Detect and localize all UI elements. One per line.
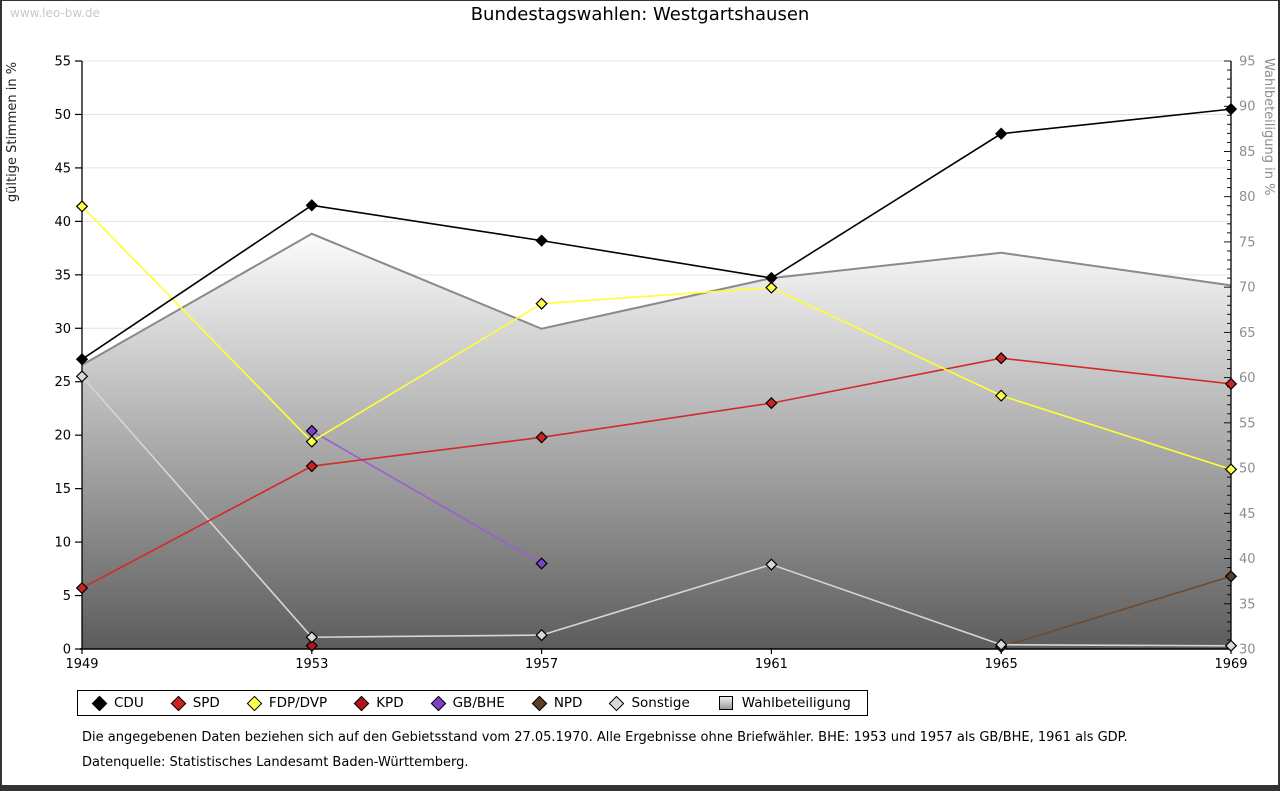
- legend-swatch-diamond: [170, 695, 186, 711]
- legend-label: SPD: [192, 695, 220, 711]
- legend-item-kpd: KPD: [353, 695, 404, 711]
- chart-legend: CDU SPD FDP/DVP KPD GB/BHE NPD Sonstige Wahlbet…: [77, 690, 868, 716]
- series-kpd: [305, 639, 318, 652]
- legend-item-fdp-dvp: FDP/DVP: [246, 695, 328, 711]
- svg-text:85: 85: [1239, 145, 1256, 160]
- svg-text:1957: 1957: [525, 657, 558, 672]
- svg-text:1949: 1949: [65, 657, 98, 672]
- svg-text:75: 75: [1239, 235, 1256, 250]
- series-cdu: [75, 102, 1238, 366]
- series-fdp-dvp: [75, 200, 1238, 476]
- footnote-gebietsstand: Die angegebenen Daten beziehen sich auf …: [82, 730, 1128, 745]
- svg-text:80: 80: [1239, 190, 1256, 205]
- legend-item-npd: NPD: [531, 695, 583, 711]
- svg-text:35: 35: [1239, 597, 1256, 612]
- svg-text:25: 25: [54, 375, 71, 390]
- svg-text:1965: 1965: [985, 657, 1018, 672]
- svg-text:20: 20: [54, 429, 71, 444]
- wahlbeteiligung-area: [81, 232, 1232, 649]
- svg-text:15: 15: [54, 482, 71, 497]
- legend-swatch-diamond: [246, 695, 263, 711]
- svg-text:30: 30: [1239, 643, 1256, 658]
- svg-text:90: 90: [1239, 100, 1256, 115]
- legend-swatch-diamond: [353, 695, 370, 711]
- legend-item-gb-bhe: GB/BHE: [430, 695, 505, 711]
- watermark: www.leo-bw.de: [10, 6, 100, 20]
- svg-text:40: 40: [1239, 552, 1256, 567]
- election-line-chart: 0 5 10 15 20 25 30 35 40 45 50 55 30 35 40 45 50 55 60 65 70…: [5, 55, 1276, 673]
- series-sonstige: [75, 370, 1238, 652]
- svg-text:95: 95: [1239, 55, 1256, 70]
- svg-text:45: 45: [54, 161, 71, 176]
- svg-text:55: 55: [1239, 416, 1256, 431]
- legend-label: Wahlbeteiligung: [741, 695, 851, 711]
- svg-text:10: 10: [54, 536, 71, 551]
- right-axis-title: Wahlbeteiligung in %: [1261, 58, 1276, 195]
- svg-text:60: 60: [1239, 371, 1256, 386]
- legend-label: FDP/DVP: [268, 695, 328, 711]
- legend-swatch-area: [718, 696, 733, 710]
- svg-text:1961: 1961: [755, 657, 788, 672]
- svg-text:45: 45: [1239, 507, 1256, 522]
- svg-text:70: 70: [1239, 281, 1256, 296]
- svg-text:0: 0: [63, 643, 71, 658]
- svg-text:55: 55: [54, 55, 71, 70]
- legend-swatch-diamond: [531, 695, 548, 711]
- svg-text:1969: 1969: [1214, 657, 1247, 672]
- legend-swatch-diamond: [430, 695, 446, 711]
- legend-label: CDU: [114, 695, 144, 711]
- svg-text:40: 40: [54, 215, 71, 230]
- svg-text:50: 50: [1239, 462, 1256, 477]
- page-title: Bundestagswahlen: Westgartshausen: [470, 4, 810, 25]
- left-axis-title: gültige Stimmen in %: [5, 62, 20, 202]
- legend-item-sonstige: Sonstige: [609, 695, 690, 711]
- footnote-datenquelle: Datenquelle: Statistisches Landesamt Bad…: [82, 755, 469, 770]
- legend-label: Sonstige: [631, 695, 690, 711]
- legend-swatch-diamond: [609, 695, 625, 711]
- svg-text:1953: 1953: [295, 657, 328, 672]
- legend-label: NPD: [553, 695, 583, 711]
- series-spd: [75, 352, 1238, 595]
- svg-text:50: 50: [54, 108, 71, 123]
- svg-text:65: 65: [1239, 326, 1256, 341]
- legend-label: KPD: [376, 695, 404, 711]
- legend-item-wahlbeteiligung: Wahlbeteiligung: [718, 695, 851, 711]
- legend-swatch-diamond: [91, 695, 108, 711]
- svg-text:35: 35: [54, 268, 71, 283]
- legend-item-spd: SPD: [170, 695, 220, 711]
- svg-text:30: 30: [54, 322, 71, 337]
- svg-text:5: 5: [63, 589, 71, 604]
- legend-item-cdu: CDU: [91, 695, 144, 711]
- legend-label: GB/BHE: [452, 695, 505, 711]
